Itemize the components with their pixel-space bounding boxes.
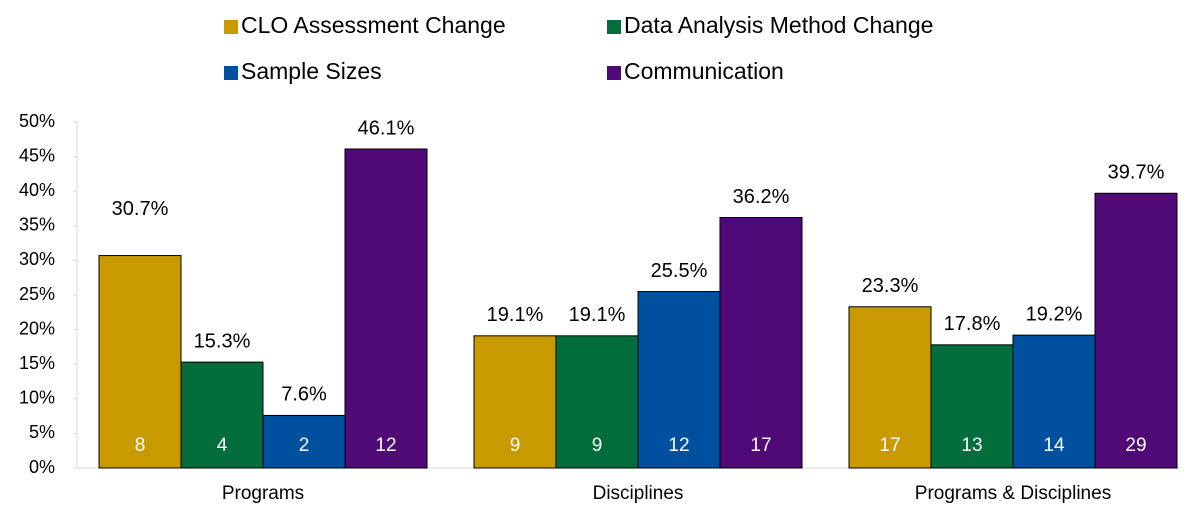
count-label: 2 <box>299 435 310 456</box>
y-tick-label: 0% <box>29 457 55 477</box>
bar <box>262 414 346 469</box>
legend-label: Communication <box>624 58 784 84</box>
value-label: 15.3% <box>194 330 251 352</box>
count-label: 8 <box>135 435 146 456</box>
bar <box>1012 334 1096 469</box>
count-label: 9 <box>592 435 603 456</box>
value-label: 46.1% <box>358 117 415 139</box>
y-tick-label: 50% <box>19 111 55 131</box>
bar <box>1094 192 1178 469</box>
bar <box>637 291 721 469</box>
value-label: 19.1% <box>487 304 544 326</box>
y-tick-label: 15% <box>19 353 55 373</box>
legend-label: Data Analysis Method Change <box>624 12 933 38</box>
y-tick-label: 25% <box>19 284 55 304</box>
legend-swatch <box>224 66 238 80</box>
legend-swatch <box>607 20 621 34</box>
bar <box>98 255 182 469</box>
count-label: 17 <box>879 435 900 456</box>
bar <box>180 361 264 469</box>
bar <box>473 335 557 469</box>
value-label: 19.2% <box>1026 303 1083 325</box>
count-label: 29 <box>1125 435 1146 456</box>
y-tick-label: 45% <box>19 145 55 165</box>
value-label: 39.7% <box>1108 162 1165 184</box>
value-label: 23.3% <box>862 275 919 297</box>
legend-label: CLO Assessment Change <box>241 12 506 38</box>
bar <box>848 306 932 469</box>
x-tick-label: Programs & Disciplines <box>915 483 1111 504</box>
x-tick-label: Programs <box>222 483 304 504</box>
count-label: 14 <box>1043 435 1065 456</box>
bar <box>344 148 428 469</box>
value-label: 25.5% <box>651 260 708 282</box>
count-label: 12 <box>668 435 689 456</box>
value-label: 7.6% <box>281 384 327 406</box>
y-tick-label: 5% <box>29 422 55 442</box>
count-label: 9 <box>510 435 521 456</box>
y-tick-label: 35% <box>19 215 55 235</box>
count-label: 17 <box>750 435 771 456</box>
bar <box>555 335 639 469</box>
y-tick-label: 10% <box>19 388 55 408</box>
y-tick-label: 40% <box>19 180 55 200</box>
value-label: 19.1% <box>569 304 626 326</box>
count-label: 4 <box>217 435 228 456</box>
count-label: 12 <box>375 435 396 456</box>
y-tick-label: 20% <box>19 318 55 338</box>
legend-swatch <box>224 20 238 34</box>
value-label: 30.7% <box>112 198 169 220</box>
value-label: 36.2% <box>733 186 790 208</box>
bar <box>719 216 803 469</box>
count-label: 13 <box>961 435 982 456</box>
legend-label: Sample Sizes <box>241 58 382 84</box>
legend-swatch <box>607 66 621 80</box>
x-tick-label: Disciplines <box>593 483 684 504</box>
y-tick-label: 30% <box>19 249 55 269</box>
value-label: 17.8% <box>944 313 1001 335</box>
